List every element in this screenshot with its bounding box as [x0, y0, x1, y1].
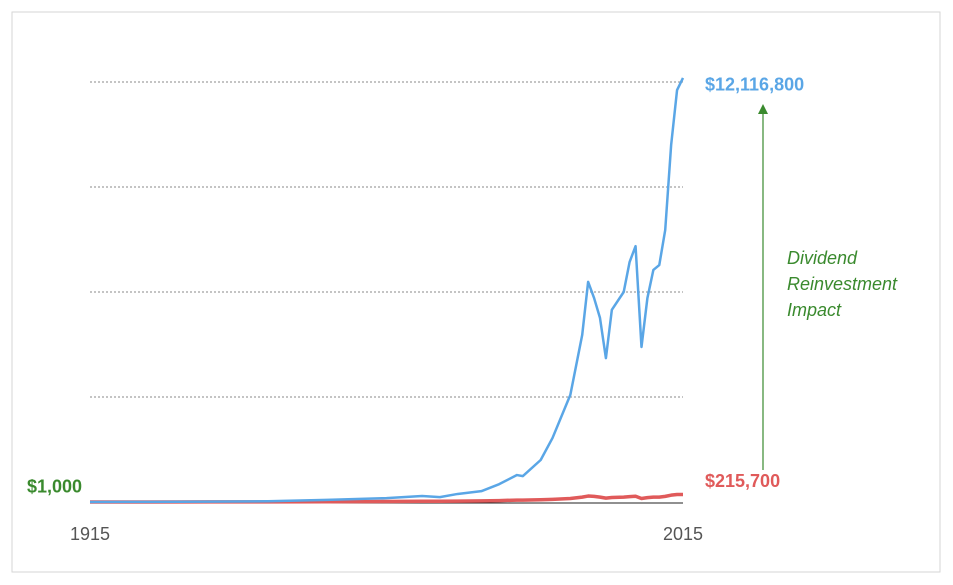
value-label: $1,000 [27, 477, 82, 497]
arrow-head [758, 104, 768, 114]
annotation-text: Dividend [787, 248, 858, 268]
value-label: $215,700 [705, 471, 780, 491]
series-line [89, 77, 685, 504]
annotation-text: Impact [787, 300, 842, 320]
annotation-text: Reinvestment [787, 274, 898, 294]
x-tick-label: 1915 [70, 524, 110, 544]
series-line [89, 492, 684, 504]
x-tick-label: 2015 [663, 524, 703, 544]
value-label: $12,116,800 [705, 75, 804, 95]
